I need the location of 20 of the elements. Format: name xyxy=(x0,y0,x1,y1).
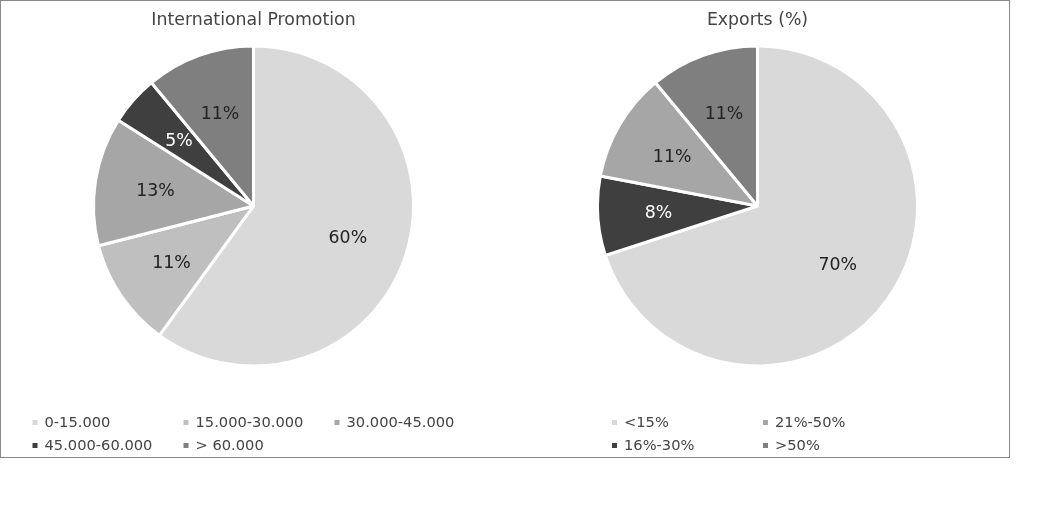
data-label: 8% xyxy=(644,202,673,223)
legend-label: 45.000-60.000 xyxy=(44,436,154,453)
data-label: 11% xyxy=(652,145,692,166)
data-label: 11% xyxy=(704,102,744,123)
data-label: 5% xyxy=(165,130,193,151)
legend-label: <15% xyxy=(624,413,670,430)
legend-label: 15.000-30.000 xyxy=(195,413,305,430)
data-label: 11% xyxy=(200,102,240,123)
chart-title: Exports (%) xyxy=(706,8,809,29)
data-label: 70% xyxy=(818,254,858,275)
legend-label: 21%-50% xyxy=(775,413,847,430)
legend-label: > 60.000 xyxy=(195,436,265,453)
legend-label: >50% xyxy=(775,436,821,453)
chart-title: International Promotion xyxy=(151,8,356,29)
data-label: 60% xyxy=(328,226,368,247)
legend-label: 16%-30% xyxy=(624,436,696,453)
legend-label: 0-15.000 xyxy=(44,413,112,430)
legend-label: 30.000-45.000 xyxy=(346,413,456,430)
data-label: 13% xyxy=(136,180,175,201)
data-label: 11% xyxy=(152,251,191,272)
